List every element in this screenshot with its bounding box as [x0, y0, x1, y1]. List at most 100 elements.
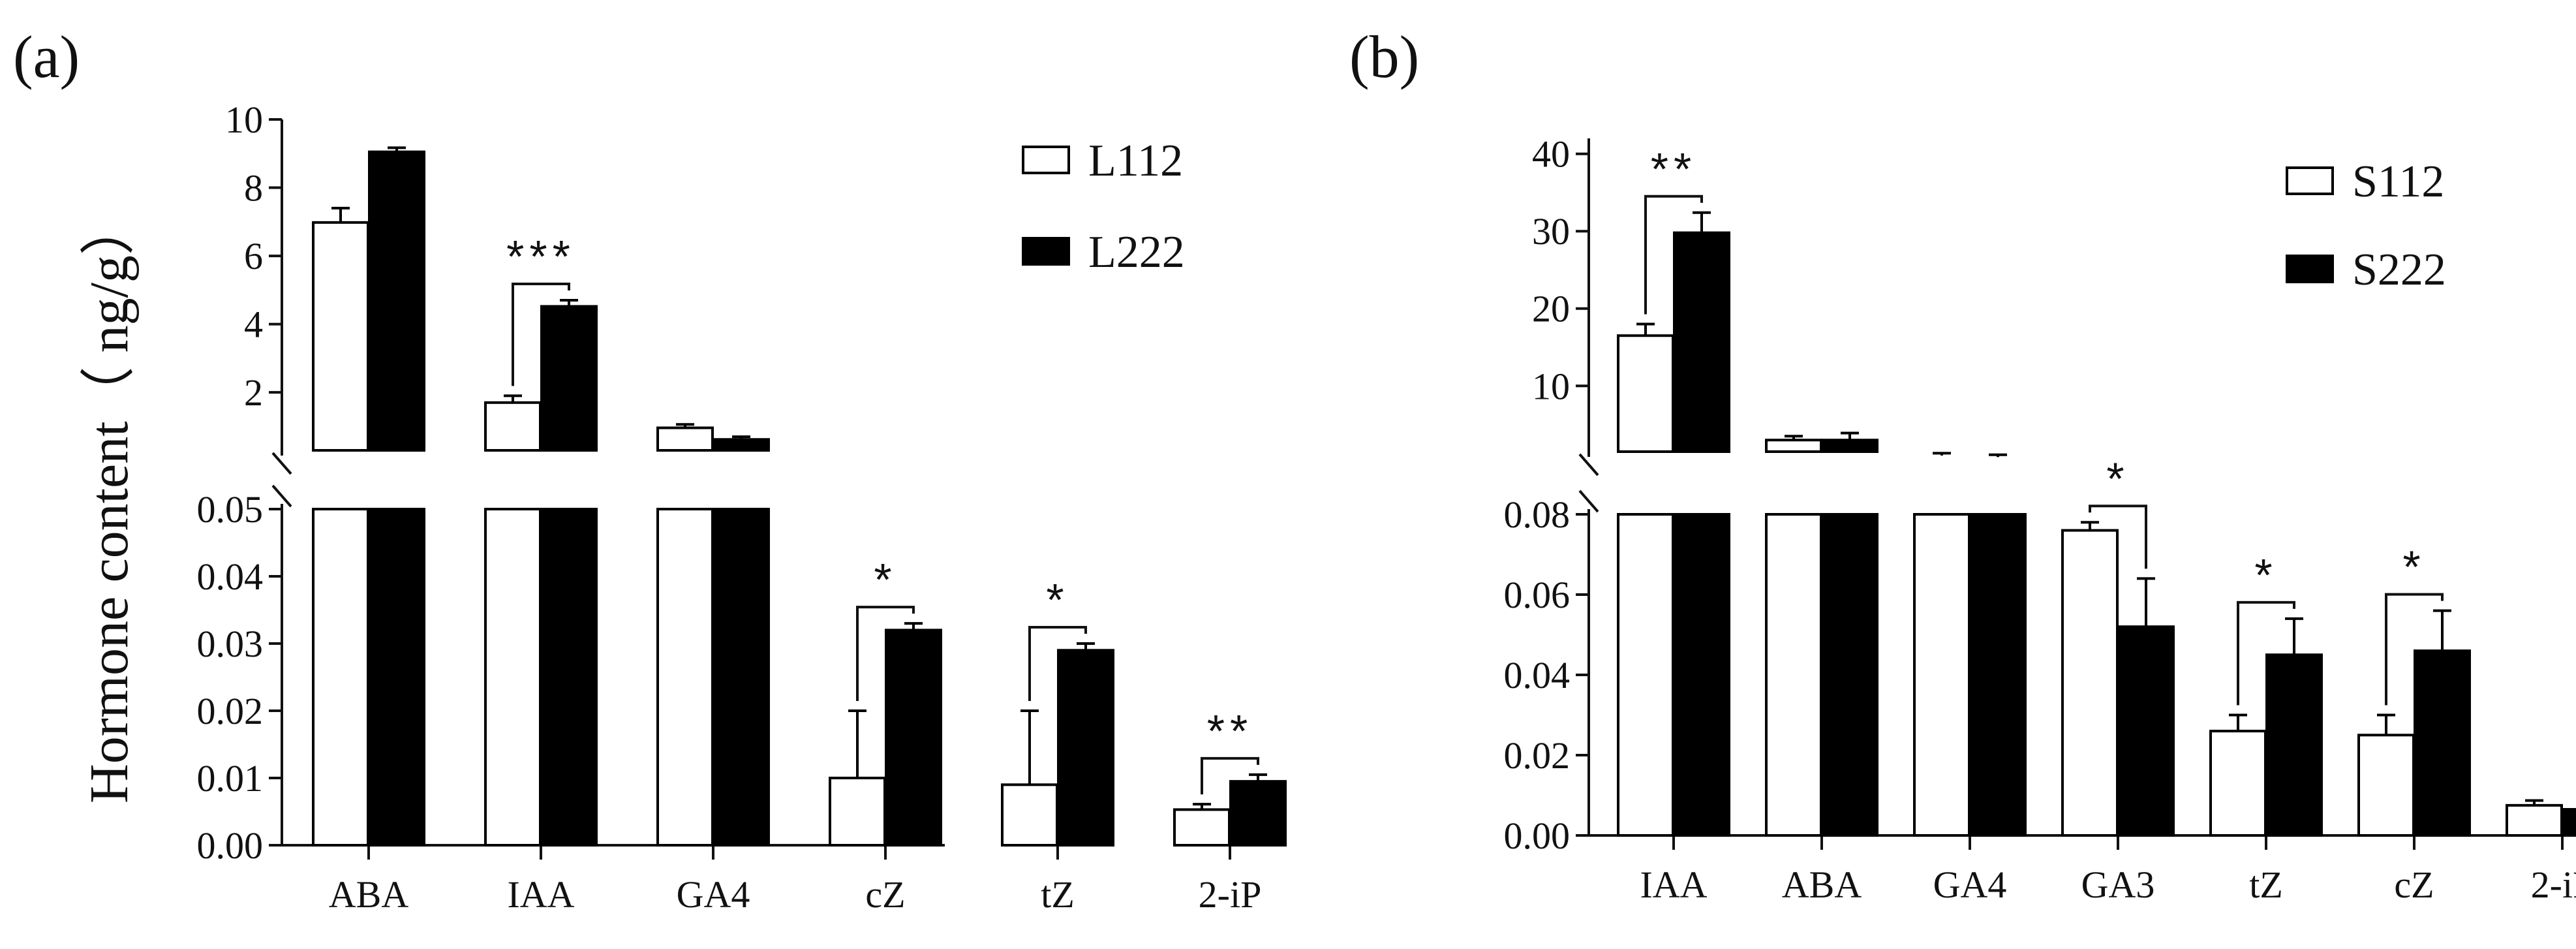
x-tick-label: IAA	[507, 873, 574, 916]
bar-l222-2-ip	[1229, 780, 1287, 847]
legend-swatch	[2286, 166, 2334, 195]
y-tick-label: 0.01	[197, 757, 264, 800]
x-tick-label: GA4	[677, 873, 750, 916]
x-tick-label: tZ	[2249, 863, 2283, 906]
significance-bracket	[2385, 593, 2444, 706]
y-tick-label: 10	[225, 99, 263, 141]
y-tick-label: 0.05	[197, 488, 264, 531]
y-tick-label: 4	[244, 303, 263, 346]
bar-s222-aba	[1821, 439, 1878, 454]
bar-l222-iaa	[540, 508, 598, 847]
significance-bracket	[2089, 505, 2147, 569]
significance-label: **	[1651, 144, 1696, 194]
bar-s112-ga3	[2061, 529, 2119, 837]
x-tick-label: GA4	[1933, 863, 2007, 906]
x-tick-label: 2-iP	[1199, 873, 1262, 916]
bar-l112-2-ip	[1173, 808, 1231, 847]
significance-label: **	[1207, 706, 1253, 756]
bar-l112-tz	[1001, 783, 1058, 847]
panel-label: (b)	[1349, 23, 1419, 90]
bar-l222-ga4	[713, 438, 770, 452]
y-tick-label: 0.08	[1504, 493, 1571, 536]
bar-l222-iaa	[540, 305, 598, 452]
bar-s112-cz	[2357, 734, 2415, 837]
significance-bracket	[1028, 626, 1087, 701]
bar-l222-aba	[368, 508, 425, 847]
legend-label: L112	[1088, 136, 1183, 186]
axis-break-mark	[271, 484, 292, 508]
chart-panel-a: (a) Hormone content（ ng/g） 2 4 6 8 10 0.00 0.01 0…	[13, 23, 1287, 916]
legend-swatch	[2286, 255, 2334, 283]
significance-label: *	[874, 554, 897, 605]
y-tick-label: 30	[1532, 210, 1570, 253]
bar-s112-aba	[1765, 513, 1822, 837]
bar-l222-cz	[885, 629, 942, 847]
significance-bracket	[856, 606, 915, 701]
y-tick-label: 20	[1532, 288, 1570, 330]
y-tick-label: 0.03	[197, 623, 264, 665]
axis-break-mark	[271, 452, 292, 475]
significance-label: *	[1046, 574, 1069, 625]
bar-l112-ga4	[656, 426, 714, 452]
bar-s222-ga4	[1969, 513, 2027, 837]
x-tick-label: cZ	[865, 873, 905, 916]
legend-label: S112	[2352, 157, 2444, 207]
significance-label: *	[2254, 550, 2277, 600]
x-tick-label: cZ	[2394, 863, 2434, 906]
bar-s222-tz	[2265, 653, 2323, 837]
y-tick-label: 2	[244, 371, 263, 414]
x-tick-label: GA3	[2081, 863, 2155, 906]
y-tick-label: 0.00	[197, 824, 264, 867]
y-tick-label: 0.06	[1504, 574, 1571, 616]
significance-bracket	[1644, 194, 1703, 315]
bar-s222-iaa	[1673, 231, 1730, 453]
significance-label: *	[2402, 542, 2425, 593]
significance-bracket	[512, 283, 570, 386]
y-tick-label: 10	[1532, 365, 1570, 407]
y-tick-label: 8	[244, 167, 263, 210]
bar-s112-iaa	[1617, 334, 1674, 453]
bar-s112-aba	[1765, 439, 1822, 454]
legend-swatch	[1022, 146, 1070, 174]
bar-l112-ga4	[656, 508, 714, 847]
bar-l222-tz	[1057, 649, 1114, 847]
bar-s112-iaa	[1617, 513, 1674, 837]
bar-l112-aba	[312, 508, 369, 847]
axis-break-mark	[1578, 453, 1599, 476]
y-tick-label: 0.02	[1504, 734, 1571, 777]
significance-label: *	[2106, 453, 2129, 504]
legend-swatch	[1022, 237, 1070, 266]
bar-l112-iaa	[484, 508, 542, 847]
x-tick-label: 2-iP	[2531, 863, 2576, 906]
y-tick-label: 40	[1532, 133, 1570, 176]
legend-label: L222	[1088, 227, 1185, 277]
significance-bracket	[2237, 600, 2295, 706]
bar-s112-tz	[2209, 730, 2267, 837]
y-tick-label: 0.04	[197, 555, 264, 598]
x-tick-label: IAA	[1640, 863, 1707, 906]
bar-l222-ga4	[713, 508, 770, 847]
y-tick-label: 6	[244, 235, 263, 277]
axis-break-mark	[1578, 490, 1599, 513]
bar-s112-ga4	[1913, 513, 1970, 837]
bar-s222-cz	[2414, 649, 2471, 837]
bar-l222-aba	[368, 150, 425, 452]
y-tick-label: 0.04	[1504, 654, 1571, 696]
bar-l112-iaa	[484, 401, 542, 452]
legend-label: S222	[2352, 245, 2446, 295]
x-tick-label: tZ	[1041, 873, 1075, 916]
x-tick-label: ABA	[1782, 863, 1862, 906]
panel-label: (a)	[13, 23, 80, 90]
x-tick-label: ABA	[329, 873, 409, 916]
y-axis-label: Hormone content（ ng/g）	[79, 200, 140, 803]
y-tick-label: 0.00	[1504, 815, 1571, 857]
bar-s222-aba	[1821, 513, 1878, 837]
bar-s112-2-ip	[2506, 803, 2563, 837]
y-tick-label: 0.02	[197, 690, 264, 732]
bar-s222-2-ip	[2562, 808, 2576, 837]
bar-s222-ga3	[2117, 625, 2175, 837]
significance-bracket	[1201, 756, 1259, 795]
